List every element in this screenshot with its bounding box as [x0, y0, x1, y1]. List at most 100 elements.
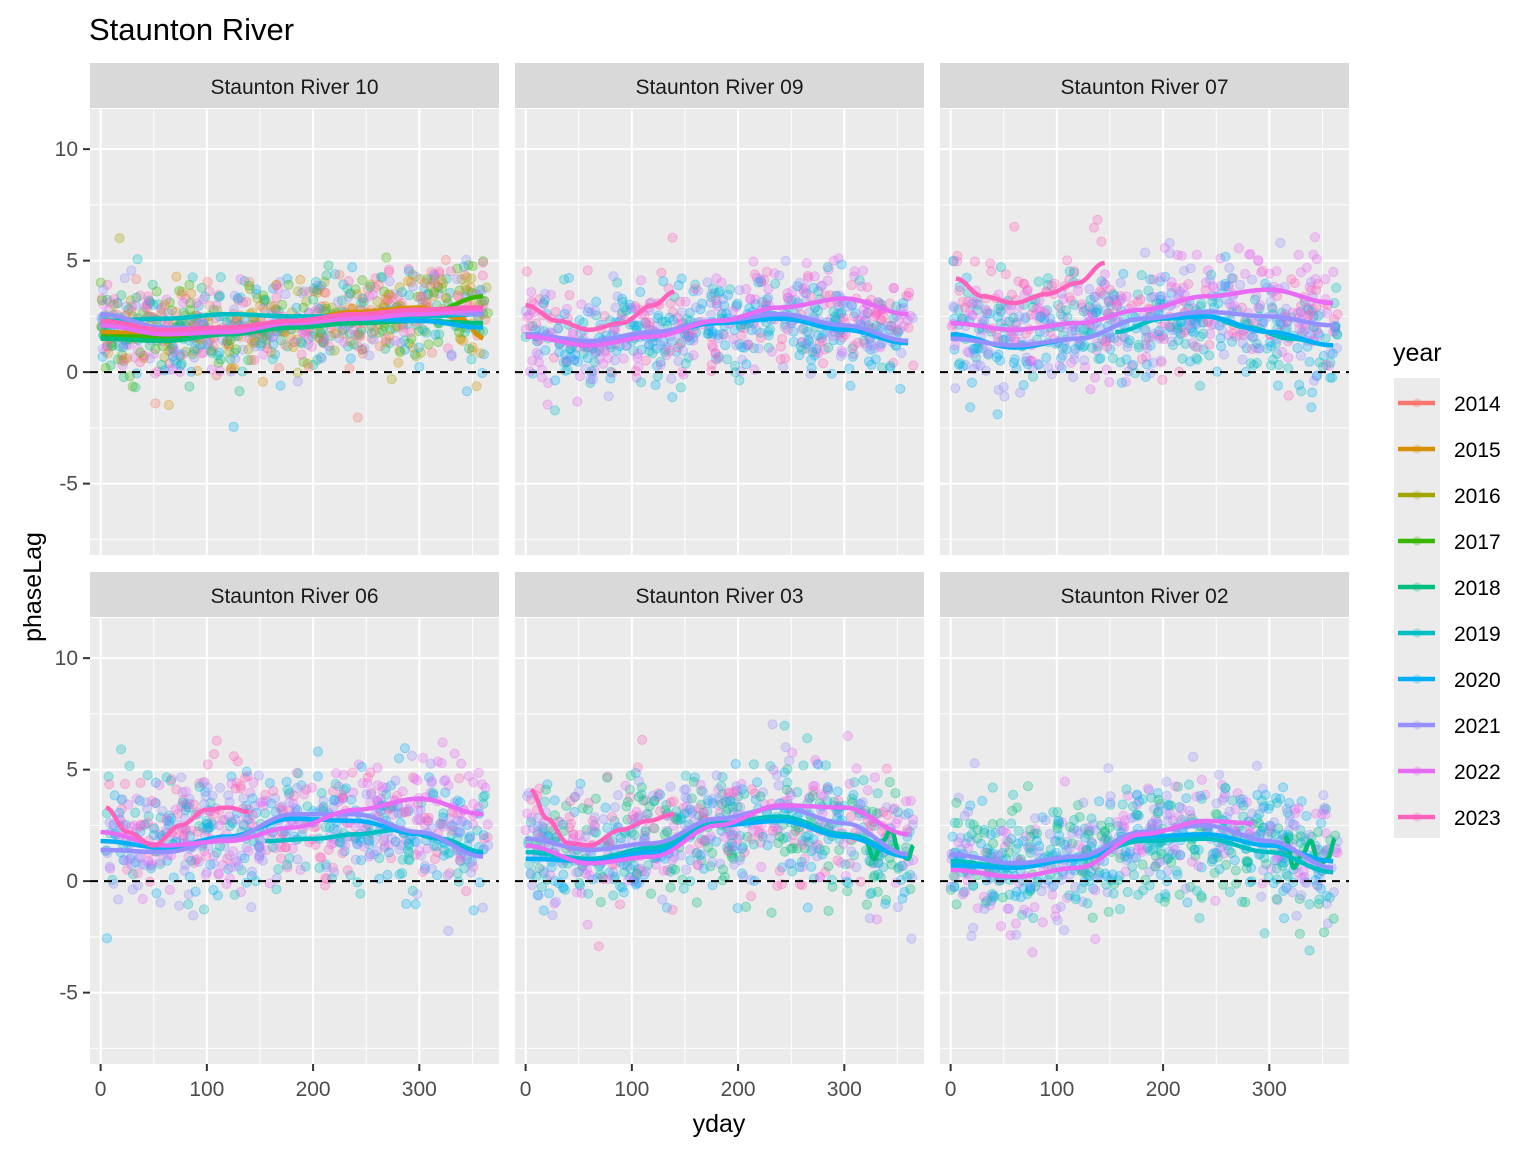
data-point — [540, 784, 552, 795]
data-point — [1319, 927, 1330, 938]
data-point — [1218, 848, 1230, 859]
data-point — [344, 336, 356, 347]
data-point — [146, 857, 157, 868]
data-point — [258, 349, 269, 360]
data-point — [836, 259, 847, 270]
data-point — [801, 258, 812, 269]
data-point — [348, 339, 359, 350]
data-point — [950, 383, 961, 394]
data-point — [323, 260, 334, 271]
data-point — [434, 329, 445, 340]
data-point — [141, 303, 152, 314]
data-point — [1240, 268, 1251, 279]
data-point — [331, 328, 342, 339]
data-point — [1296, 890, 1307, 901]
data-point — [787, 866, 798, 877]
data-point — [1313, 827, 1324, 838]
data-point — [640, 826, 651, 837]
data-point — [550, 375, 561, 386]
data-point — [156, 359, 167, 370]
data-point — [807, 790, 819, 802]
data-point — [208, 858, 219, 869]
data-point — [968, 922, 979, 933]
data-point — [1084, 283, 1095, 295]
data-point — [1310, 274, 1321, 285]
data-point — [1128, 870, 1140, 881]
data-point — [225, 335, 236, 346]
data-point — [292, 334, 303, 345]
data-point — [428, 275, 439, 286]
y-tick-label: 10 — [55, 647, 78, 670]
data-point — [1309, 232, 1321, 243]
data-point — [765, 761, 776, 772]
data-point — [1115, 357, 1126, 368]
data-point — [1271, 893, 1282, 905]
data-point — [774, 865, 785, 877]
data-point — [461, 886, 472, 897]
data-point — [402, 845, 414, 856]
data-point — [1144, 880, 1155, 891]
data-point — [260, 295, 271, 306]
data-point — [1029, 902, 1040, 913]
data-point — [1009, 221, 1020, 232]
data-point — [241, 766, 252, 777]
data-point — [1204, 339, 1215, 350]
data-point — [536, 372, 548, 383]
data-point — [467, 819, 479, 830]
data-point — [235, 274, 246, 285]
data-point — [870, 354, 881, 365]
data-point — [866, 887, 877, 898]
data-point — [802, 902, 813, 913]
data-point — [434, 268, 445, 279]
data-point — [312, 746, 324, 757]
data-point — [1101, 341, 1113, 352]
data-point — [630, 366, 641, 377]
data-point — [445, 287, 456, 298]
data-point — [723, 787, 735, 798]
data-point — [353, 327, 365, 339]
data-point — [582, 804, 594, 815]
data-point — [1120, 846, 1131, 857]
data-point — [1328, 913, 1339, 924]
data-point — [95, 277, 106, 288]
data-point — [259, 294, 270, 305]
data-point — [765, 324, 776, 335]
data-point — [477, 257, 488, 268]
data-point — [682, 794, 693, 805]
data-point — [350, 822, 361, 833]
data-point — [773, 780, 784, 791]
data-point — [1251, 760, 1263, 772]
legend-label: 2015 — [1454, 439, 1501, 462]
data-point — [436, 283, 447, 294]
data-point — [836, 345, 847, 357]
data-point — [954, 285, 965, 296]
data-point — [971, 298, 982, 309]
data-point — [719, 831, 730, 843]
legend-key-point — [1412, 582, 1422, 592]
data-point — [1320, 274, 1331, 285]
data-point — [192, 343, 203, 354]
data-point — [995, 825, 1007, 836]
data-point — [359, 343, 370, 354]
data-point — [238, 297, 249, 308]
data-point — [342, 865, 353, 876]
data-point — [451, 274, 463, 285]
data-point — [143, 295, 154, 306]
data-point — [711, 770, 722, 781]
data-point — [186, 855, 197, 866]
data-point — [161, 772, 172, 783]
legend-key-point — [1412, 766, 1422, 776]
data-point — [1093, 353, 1104, 365]
data-point — [347, 262, 358, 273]
legend-label: 2021 — [1454, 715, 1501, 738]
data-point — [629, 320, 640, 331]
data-point — [978, 891, 990, 902]
data-point — [755, 273, 766, 284]
data-point — [230, 344, 242, 355]
data-point — [1007, 805, 1018, 817]
data-point — [691, 302, 702, 313]
data-point — [527, 822, 539, 834]
data-point — [608, 271, 619, 282]
data-point — [1306, 402, 1317, 413]
data-point — [847, 351, 858, 362]
